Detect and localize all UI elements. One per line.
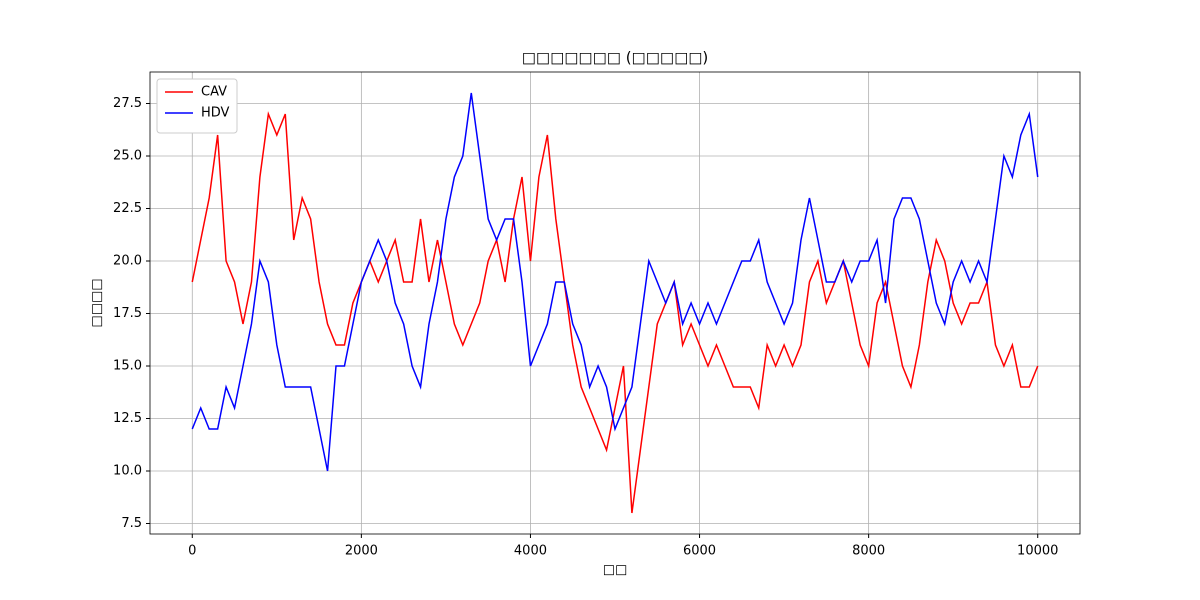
legend-label: HDV [201, 106, 230, 121]
y-tick-label: 25.0 [113, 149, 142, 164]
y-tick-label: 7.5 [121, 516, 142, 531]
x-tick-label: 8000 [852, 544, 885, 559]
x-tick-label: 4000 [514, 544, 547, 559]
x-tick-label: 6000 [683, 544, 716, 559]
plot-frame [149, 71, 1081, 535]
data-line [191, 111, 1039, 514]
y-tick-label: 17.5 [113, 306, 142, 321]
y-tick-label: 10.0 [113, 464, 142, 479]
data-line [191, 92, 1039, 472]
y-tick-label: 22.5 [113, 201, 142, 216]
y-axis-label: □□□□ [90, 278, 105, 327]
y-tick-label: 20.0 [113, 254, 142, 269]
y-tick-label: 27.5 [113, 96, 142, 111]
x-tick-label: 10000 [1017, 544, 1058, 559]
legend-label: CAV [201, 85, 227, 100]
y-tick-label: 15.0 [113, 359, 142, 374]
legend: CAV HDV [156, 78, 238, 134]
x-tick-label: 2000 [345, 544, 378, 559]
y-tick-label: 12.5 [113, 411, 142, 426]
x-axis-label: □□ [603, 563, 628, 578]
x-tick-label: 0 [188, 544, 196, 559]
chart-title: □□□□□□□ (□□□□□) [522, 49, 709, 67]
